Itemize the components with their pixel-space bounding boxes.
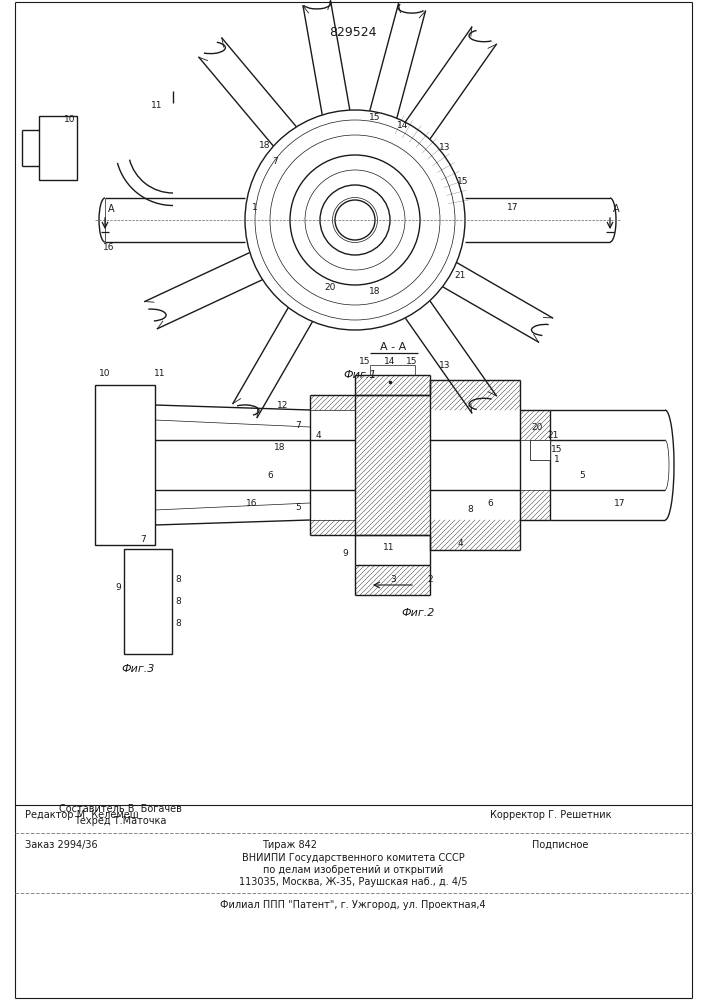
Text: 6: 6 (267, 471, 273, 480)
Text: 7: 7 (140, 536, 146, 544)
Text: 8: 8 (175, 597, 181, 606)
Text: 8: 8 (175, 576, 181, 584)
Text: 17: 17 (507, 204, 519, 213)
Text: 15: 15 (457, 178, 469, 186)
Text: Заказ 2994/36: Заказ 2994/36 (25, 840, 98, 850)
Text: 1: 1 (554, 456, 560, 464)
Text: Корректор Г. Решетник: Корректор Г. Решетник (490, 810, 612, 820)
Text: 7: 7 (272, 157, 278, 166)
Text: 5: 5 (579, 471, 585, 480)
Text: 12: 12 (277, 400, 288, 410)
Text: Фиг.2: Фиг.2 (402, 608, 435, 618)
Text: 20: 20 (532, 422, 543, 432)
Text: 14: 14 (397, 120, 409, 129)
Text: 2: 2 (427, 576, 433, 584)
Text: 15: 15 (369, 113, 381, 122)
Text: 16: 16 (246, 498, 258, 508)
Text: 15: 15 (359, 358, 370, 366)
Text: 4: 4 (315, 430, 321, 440)
Text: 7: 7 (295, 420, 301, 430)
Bar (124, 549, 172, 654)
Text: 21: 21 (455, 270, 466, 279)
Text: 18: 18 (369, 288, 381, 296)
Text: 15: 15 (551, 446, 563, 454)
Text: 13: 13 (439, 143, 451, 152)
Text: 1: 1 (252, 204, 258, 213)
Text: 6: 6 (487, 498, 493, 508)
Text: 10: 10 (64, 115, 76, 124)
Text: 13: 13 (439, 360, 451, 369)
Text: А - А: А - А (380, 342, 406, 352)
Text: 11: 11 (151, 101, 163, 109)
Text: 8: 8 (467, 506, 473, 514)
Text: 11: 11 (154, 368, 165, 377)
Text: 21: 21 (547, 430, 559, 440)
Text: 10: 10 (99, 368, 111, 377)
Bar (39, 116, 77, 180)
Text: Фиг.1: Фиг.1 (344, 370, 377, 380)
Text: Тираж 842: Тираж 842 (262, 840, 317, 850)
Text: А: А (108, 204, 115, 214)
Text: 18: 18 (259, 140, 271, 149)
Text: 9: 9 (342, 548, 348, 558)
Text: по делам изобретений и открытий: по делам изобретений и открытий (263, 865, 443, 875)
Bar (95, 385, 155, 545)
Text: 4: 4 (457, 538, 463, 548)
Text: 829524: 829524 (329, 26, 377, 39)
Text: 14: 14 (385, 358, 396, 366)
Text: 18: 18 (274, 442, 286, 452)
Text: Техред Т.Маточка: Техред Т.Маточка (74, 816, 166, 826)
Text: 20: 20 (325, 284, 336, 292)
Text: Составитель В. Богачев: Составитель В. Богачев (59, 804, 182, 814)
Text: 16: 16 (103, 243, 115, 252)
Bar (530, 440, 550, 460)
Text: 15: 15 (407, 358, 418, 366)
Text: 9: 9 (115, 582, 121, 591)
Text: 3: 3 (390, 576, 396, 584)
Text: 113035, Москва, Ж-35, Раушская наб., д. 4/5: 113035, Москва, Ж-35, Раушская наб., д. … (239, 877, 467, 887)
Text: 11: 11 (383, 542, 395, 552)
Text: Фиг.3: Фиг.3 (122, 664, 155, 674)
Text: Филиал ППП "Патент", г. Ужгород, ул. Проектная,4: Филиал ППП "Патент", г. Ужгород, ул. Про… (220, 900, 486, 910)
Text: 17: 17 (614, 498, 626, 508)
Text: Подписное: Подписное (532, 840, 588, 850)
Text: 5: 5 (295, 502, 301, 512)
Text: 8: 8 (175, 619, 181, 629)
Text: Редактор М. Келемеш: Редактор М. Келемеш (25, 810, 139, 820)
Text: ВНИИПИ Государственного комитета СССР: ВНИИПИ Государственного комитета СССР (242, 853, 464, 863)
Text: А: А (613, 204, 619, 214)
